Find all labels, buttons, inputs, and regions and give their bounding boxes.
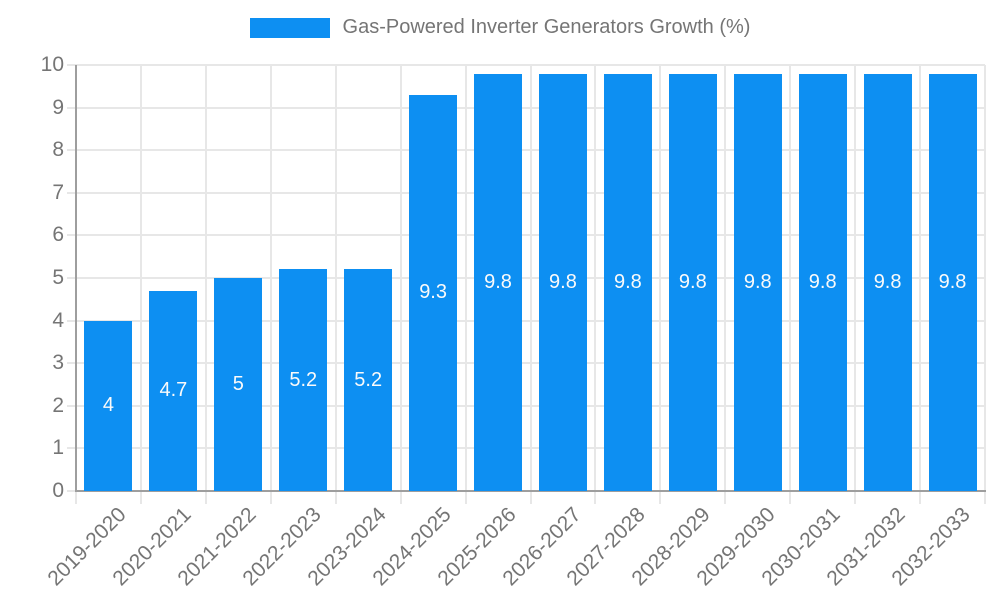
grid-line-v <box>269 65 272 491</box>
grid-line-h <box>67 362 985 365</box>
grid-line-v <box>399 65 402 491</box>
axis-tick <box>75 492 77 504</box>
grid-line-v <box>464 65 467 491</box>
axis-tick <box>204 492 207 504</box>
bar[interactable]: 9.8 <box>474 73 523 491</box>
bar[interactable]: 9.3 <box>409 94 458 491</box>
axis-tick <box>269 492 272 504</box>
bar-value-label: 5.2 <box>289 368 318 391</box>
y-tick-label: 5 <box>52 266 64 289</box>
grid-line-v <box>334 65 337 491</box>
bar[interactable]: 9.8 <box>863 73 912 491</box>
y-tick-label: 2 <box>52 393 64 417</box>
grid-line-v <box>659 65 662 491</box>
axis-tick <box>139 492 142 504</box>
bar-value-label: 9.8 <box>613 270 642 293</box>
axis-tick <box>919 492 922 504</box>
y-tick-label: 3 <box>52 351 64 375</box>
grid-line-h <box>67 149 985 152</box>
grid-line-v <box>789 65 792 491</box>
bar[interactable]: 4 <box>84 320 133 491</box>
bar-value-label: 9.8 <box>873 270 902 293</box>
bar[interactable]: 5.2 <box>279 269 328 491</box>
bar[interactable]: 5.2 <box>344 269 393 491</box>
grid-line-v <box>724 65 727 491</box>
axis-tick <box>464 492 467 504</box>
y-tick-label: 4 <box>52 308 64 332</box>
bar[interactable]: 9.8 <box>603 73 652 491</box>
bar[interactable]: 5 <box>214 278 263 491</box>
legend-label: Gas-Powered Inverter Generators Growth (… <box>342 16 751 38</box>
axis-tick <box>659 492 662 504</box>
x-axis-line <box>75 490 986 492</box>
axis-tick <box>334 492 337 504</box>
grid-line-v <box>139 65 142 491</box>
y-tick-label: 7 <box>52 180 64 204</box>
y-tick-label: 1 <box>52 436 64 460</box>
bar-value-label: 9.8 <box>484 270 512 293</box>
grid-line-h <box>67 319 985 322</box>
grid-line-v <box>854 65 857 491</box>
grid-line-h <box>67 106 985 109</box>
bar[interactable]: 9.8 <box>733 73 782 491</box>
bar[interactable]: 9.8 <box>538 73 587 491</box>
bar-value-label: 9.8 <box>678 270 707 293</box>
grid-line-h <box>67 234 985 237</box>
y-axis-line <box>75 65 77 492</box>
chart-legend: Gas-Powered Inverter Generators Growth (… <box>0 16 1000 39</box>
axis-tick <box>789 492 792 504</box>
axis-tick <box>529 492 532 504</box>
y-tick-label: 6 <box>52 223 64 247</box>
grid-line-h <box>67 64 985 66</box>
bar-value-label: 5.2 <box>354 368 383 391</box>
bar[interactable]: 9.8 <box>928 73 977 491</box>
bar[interactable]: 9.8 <box>798 73 847 491</box>
grid-line-h <box>67 191 985 194</box>
bar[interactable]: 4.7 <box>149 290 198 491</box>
bar-value-label: 9.8 <box>808 270 837 293</box>
bar-value-label: 5 <box>232 373 244 395</box>
bar-value-label: 9.8 <box>549 270 577 293</box>
legend-swatch <box>249 17 330 38</box>
grid-line-v <box>204 65 207 491</box>
bar-value-label: 9.8 <box>938 270 967 293</box>
y-tick-label: 0 <box>52 479 64 502</box>
grid-line-h <box>67 277 985 279</box>
axis-tick <box>724 492 727 504</box>
y-tick-label: 10 <box>40 53 64 76</box>
bar[interactable]: 9.8 <box>668 73 717 491</box>
grid-line-v <box>984 65 986 491</box>
bar-value-label: 9.3 <box>419 281 447 304</box>
y-tick-label: 9 <box>52 95 64 119</box>
bar-value-label: 4.7 <box>159 379 188 402</box>
grid-line-v <box>529 65 532 491</box>
grid-line-h <box>67 447 985 450</box>
grid-line-h <box>67 404 985 407</box>
bar-value-label: 9.8 <box>743 270 772 293</box>
y-tick-label: 8 <box>52 138 64 162</box>
axis-tick <box>984 492 986 504</box>
grid-line-v <box>919 65 922 491</box>
axis-tick <box>594 492 597 504</box>
axis-tick <box>399 492 402 504</box>
grid-line-v <box>594 65 597 491</box>
legend-item[interactable]: Gas-Powered Inverter Generators Growth (… <box>249 16 751 39</box>
axis-tick <box>854 492 857 504</box>
bar-value-label: 4 <box>102 394 115 417</box>
